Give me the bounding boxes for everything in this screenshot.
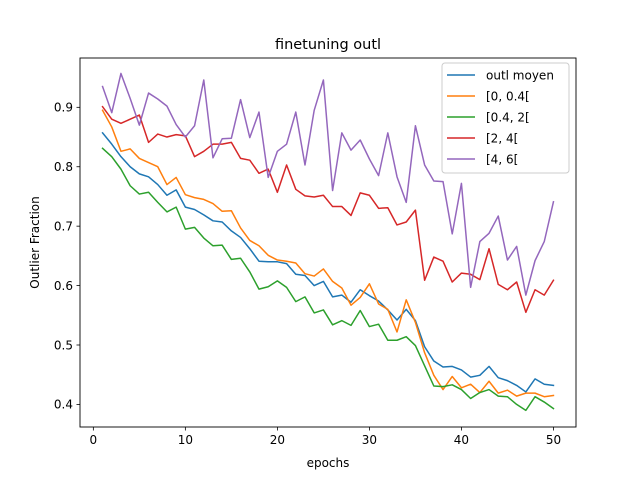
y-axis-label: Outlier Fraction [28,196,42,288]
legend-label-0: outl moyen [486,68,554,82]
legend-label-1: [0, 0.4[ [486,89,530,103]
x-tick-label: 20 [270,433,285,447]
axes-frame [79,57,577,428]
legend-label-2: [0.4, 2[ [486,110,530,124]
legend-label-4: [4, 6[ [486,152,518,166]
y-tick-label: 0.6 [54,279,73,293]
x-tick-label: 50 [546,433,561,447]
x-tick-label: 30 [362,433,377,447]
x-axis: 0 10 20 30 40 50 [90,427,561,447]
x-tick-label: 10 [178,433,193,447]
y-tick-label: 0.4 [54,398,73,412]
legend-label-3: [2, 4[ [486,131,518,145]
series-line-4 [101,72,555,296]
y-axis: 0.4 0.5 0.6 0.7 0.8 0.9 [54,101,80,412]
x-tick-label: 0 [90,433,98,447]
series-line-0 [101,131,555,393]
x-tick-label: 40 [454,433,469,447]
series-line-2 [101,147,555,412]
y-tick-label: 0.9 [54,101,73,115]
legend: outl moyen [0, 0.4[ [0.4, 2[ [2, 4[ [4, 6[ [441,62,570,174]
x-axis-label: epochs [307,456,350,470]
plot-area [101,72,555,412]
legend-box [441,62,570,174]
y-tick-label: 0.5 [54,338,73,352]
chart-title: finetuning outl [275,37,381,53]
series-line-3 [101,105,555,314]
y-tick-label: 0.8 [54,160,73,174]
series-line-1 [101,109,555,398]
y-tick-label: 0.7 [54,219,73,233]
